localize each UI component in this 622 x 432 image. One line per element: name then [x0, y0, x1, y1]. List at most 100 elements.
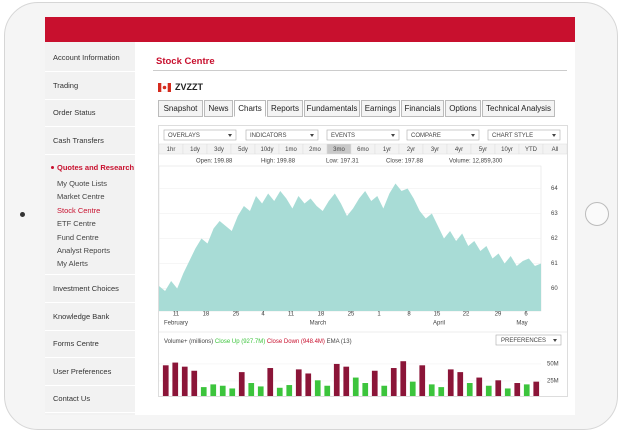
- quote-field: Volume: 12,859,300: [449, 159, 503, 165]
- dropdown-arrow: [471, 134, 475, 137]
- chart-panel: OVERLAYS INDICATORS EVENTS COMPARE CHART STY…: [158, 125, 568, 397]
- x-tick-label: 29: [495, 312, 502, 318]
- volume-bar: [162, 365, 169, 396]
- dropdown-arrow: [391, 134, 395, 137]
- volume-bar: [248, 383, 255, 396]
- period-label: 2yr: [407, 147, 415, 153]
- tab[interactable]: Technical Analysis: [482, 100, 555, 117]
- month-label: April: [433, 321, 445, 327]
- period-label: 3mo: [333, 147, 345, 153]
- nav-item[interactable]: Forms Centre: [45, 331, 135, 359]
- quote-field: High: 199.88: [261, 159, 296, 165]
- month-label: March: [310, 321, 327, 327]
- nav-link[interactable]: Stock Centre: [57, 205, 101, 215]
- volume-bar: [371, 370, 378, 396]
- volume-bar: [286, 385, 293, 396]
- nav-link[interactable]: Analyst Reports: [57, 246, 110, 255]
- dropdown-label: COMPARE: [411, 133, 441, 139]
- volume-bar: [409, 381, 416, 396]
- nav-link[interactable]: My Alerts: [57, 259, 88, 269]
- period-label: 1mo: [285, 147, 297, 153]
- month-label: February: [164, 321, 188, 327]
- tab[interactable]: Charts: [234, 100, 266, 117]
- x-tick-label: 22: [463, 312, 470, 318]
- dropdown-arrow: [552, 134, 556, 137]
- volume-bar: [533, 381, 540, 396]
- volume-bar: [181, 366, 188, 396]
- volume-bar: [210, 384, 217, 396]
- tab[interactable]: Options: [445, 100, 481, 117]
- volume-bar: [457, 372, 464, 396]
- volume-bar: [343, 366, 350, 396]
- dropdown[interactable]: [487, 129, 561, 141]
- tab[interactable]: Fundamentals: [304, 100, 360, 117]
- nav-item[interactable]: Contact Us: [45, 386, 135, 414]
- nav-link[interactable]: Market Centre: [57, 192, 105, 202]
- tab[interactable]: Reports: [267, 100, 303, 117]
- dropdown[interactable]: [495, 334, 562, 346]
- dropdown-label: INDICATORS: [250, 133, 286, 139]
- period-label: 1yr: [383, 147, 391, 153]
- flag: [158, 83, 171, 92]
- legend-entry: Close Up (927.7M): [215, 339, 265, 345]
- period-label: 3yr: [431, 147, 439, 153]
- period-label: 4yr: [455, 147, 463, 153]
- volume-bar: [172, 362, 179, 396]
- symbol: ZVZZT: [175, 82, 203, 92]
- x-tick-label: 18: [203, 312, 210, 318]
- volume-title: Volume+ (millions) Close Up (927.7M) Clo…: [164, 339, 352, 345]
- nav-link[interactable]: Fund Centre: [57, 232, 99, 242]
- nav-item[interactable]: Trading: [45, 73, 135, 100]
- volume-bar: [267, 368, 274, 396]
- page-title: Stock Centre: [156, 56, 215, 67]
- tab[interactable]: News: [204, 100, 233, 117]
- volume-bar: [191, 370, 198, 396]
- x-tick-label: 8: [407, 312, 411, 318]
- tab[interactable]: Financials: [401, 100, 444, 117]
- x-tick-label: 18: [318, 312, 325, 318]
- x-tick-label: 11: [288, 312, 295, 318]
- tab[interactable]: Earnings: [361, 100, 400, 117]
- tab[interactable]: Snapshot: [158, 100, 203, 117]
- period-label: 1dy: [190, 147, 200, 153]
- volume-bar: [428, 384, 435, 396]
- dropdown[interactable]: [326, 129, 400, 141]
- nav-item[interactable]: Investment Choices: [45, 276, 135, 303]
- dropdown-label: OVERLAYS: [168, 133, 200, 139]
- volume-bar: [400, 361, 407, 396]
- volume-bar: [476, 377, 483, 396]
- volume-bar: [257, 386, 264, 396]
- x-tick-label: 25: [233, 312, 240, 318]
- x-tick-label: 15: [434, 312, 441, 318]
- nav-section[interactable]: Quotes and Research: [57, 163, 135, 172]
- period-button[interactable]: [542, 143, 567, 155]
- nav-link[interactable]: My Quote Lists: [57, 179, 108, 188]
- nav-link[interactable]: ETF Centre: [57, 219, 96, 229]
- top-bar: [45, 17, 575, 42]
- nav-item[interactable]: Knowledge Bank: [45, 304, 135, 331]
- volume-bar: [295, 369, 302, 396]
- volume-bar: [238, 372, 245, 396]
- volume-bar: [381, 385, 388, 396]
- volume-bar: [305, 373, 312, 396]
- period-label: 6mo: [357, 147, 369, 153]
- dropdown[interactable]: [163, 129, 237, 141]
- period-label: 5yr: [479, 147, 487, 153]
- home-button[interactable]: [585, 202, 609, 226]
- period-label: 1hr: [167, 147, 176, 153]
- quote-field: Close: 197.88: [386, 159, 424, 165]
- nav-item[interactable]: Order Status: [45, 100, 135, 127]
- volume-bar: [523, 384, 530, 396]
- dropdown[interactable]: [406, 129, 480, 141]
- dropdown-arrow: [310, 134, 314, 137]
- volume-bar: [504, 388, 511, 396]
- dropdown[interactable]: [245, 129, 319, 141]
- nav-item[interactable]: User Preferences: [45, 359, 135, 386]
- nav-item[interactable]: Cash Transfers: [45, 128, 135, 155]
- period-label: All: [552, 147, 559, 153]
- y-tick-label: 62: [551, 236, 558, 242]
- nav-item[interactable]: Account Information: [45, 45, 135, 72]
- quote-field: Low: 197.31: [326, 159, 359, 165]
- x-tick-label: 4: [261, 312, 265, 318]
- x-tick-label: 1: [377, 312, 381, 318]
